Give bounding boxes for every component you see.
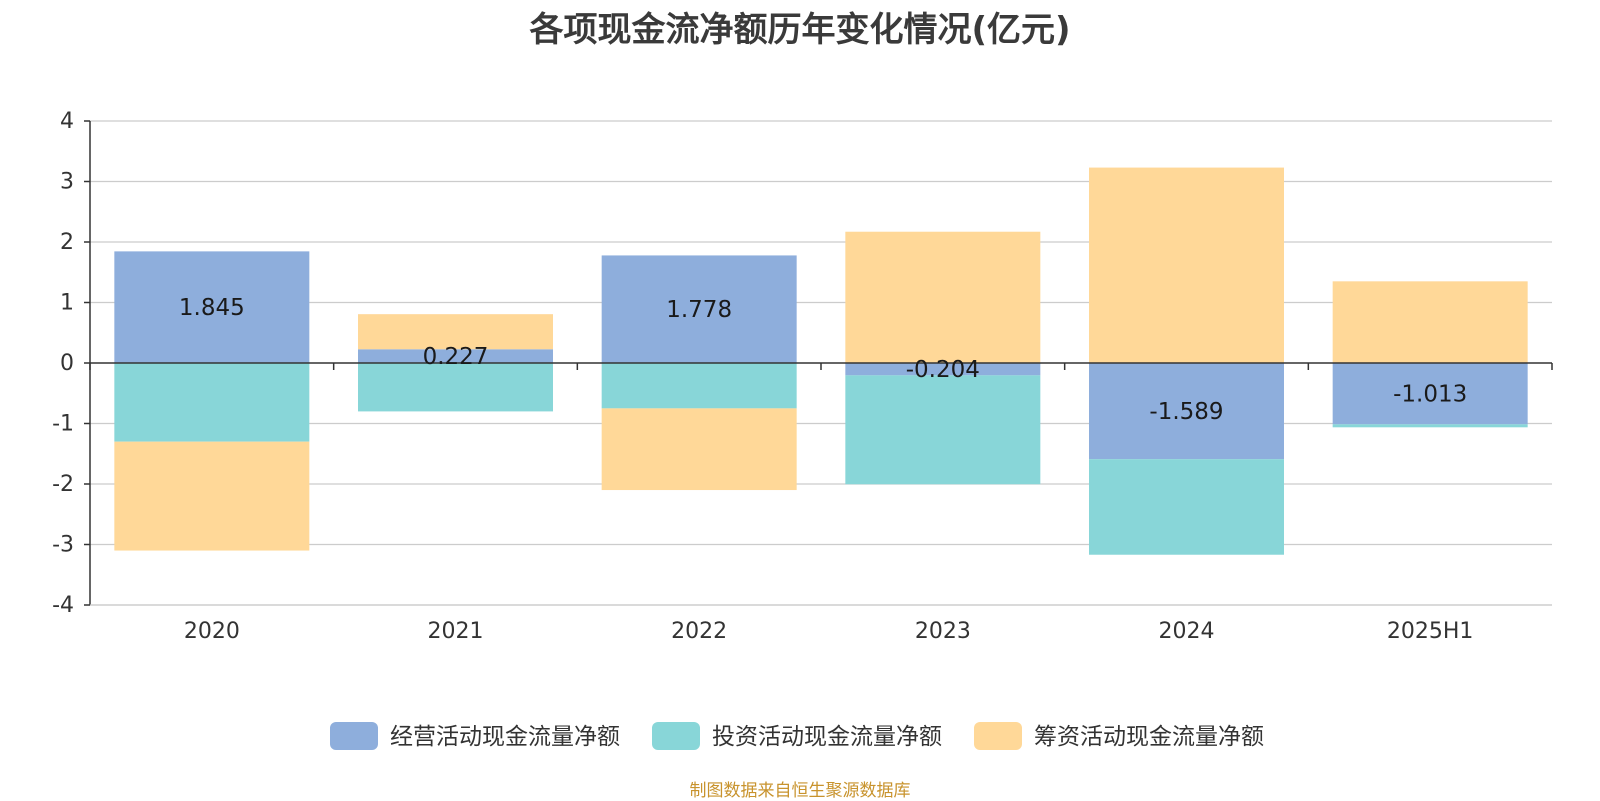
investing-cashflow-bar [1089,459,1284,555]
y-tick-label: -3 [52,533,74,558]
financing-cashflow-bar [1089,167,1284,363]
financing-cashflow-bar [114,441,310,551]
operating-cashflow-bar [1332,363,1528,425]
x-tick-label: 2025H1 [1387,619,1474,644]
investing-cashflow-bar [358,363,553,412]
operating-cashflow-bar [601,255,797,363]
operating-cashflow-bar [358,349,553,363]
financing-cashflow-bar [845,231,1041,363]
legend-swatch[interactable] [974,722,1022,750]
x-tick-label: 2022 [671,619,727,644]
investing-cashflow-bar [1332,424,1528,428]
investing-cashflow-bar [114,363,310,442]
x-tick-label: 2023 [915,619,971,644]
chart-title: 各项现金流净额历年变化情况(亿元) [529,10,1071,50]
source-note: 制图数据来自恒生聚源数据库 [689,781,911,801]
data-label: 1.845 [179,295,245,321]
y-tick-label: 4 [60,109,74,134]
y-tick-label: 0 [60,351,74,376]
legend-label[interactable]: 投资活动现金流量净额 [712,724,942,750]
legend-label[interactable]: 筹资活动现金流量净额 [1034,724,1264,750]
operating-cashflow-bar [114,251,310,363]
y-tick-label: -2 [52,472,74,497]
legend-swatch[interactable] [652,722,700,750]
y-tick-label: 2 [60,230,74,255]
investing-cashflow-bar [601,363,797,409]
data-label: -1.589 [1149,399,1223,425]
data-label: 0.227 [423,344,489,370]
x-tick-label: 2021 [428,619,484,644]
financing-cashflow-bar [601,408,797,491]
legend-swatch[interactable] [330,722,378,750]
y-tick-label: 3 [60,170,74,195]
data-label: 1.778 [666,297,732,323]
investing-cashflow-bar [845,375,1041,485]
legend-label[interactable]: 经营活动现金流量净额 [390,724,620,750]
data-label: -0.204 [906,357,980,383]
operating-cashflow-bar [1089,363,1284,460]
y-tick-label: -1 [52,412,74,437]
y-tick-label: 1 [60,291,74,316]
y-tick-label: -4 [52,593,74,618]
financing-cashflow-bar [358,314,553,350]
financing-cashflow-bar [1332,281,1528,363]
x-tick-label: 2020 [184,619,240,644]
operating-cashflow-bar [845,363,1041,376]
data-label: -1.013 [1393,382,1467,408]
x-tick-label: 2024 [1159,619,1215,644]
